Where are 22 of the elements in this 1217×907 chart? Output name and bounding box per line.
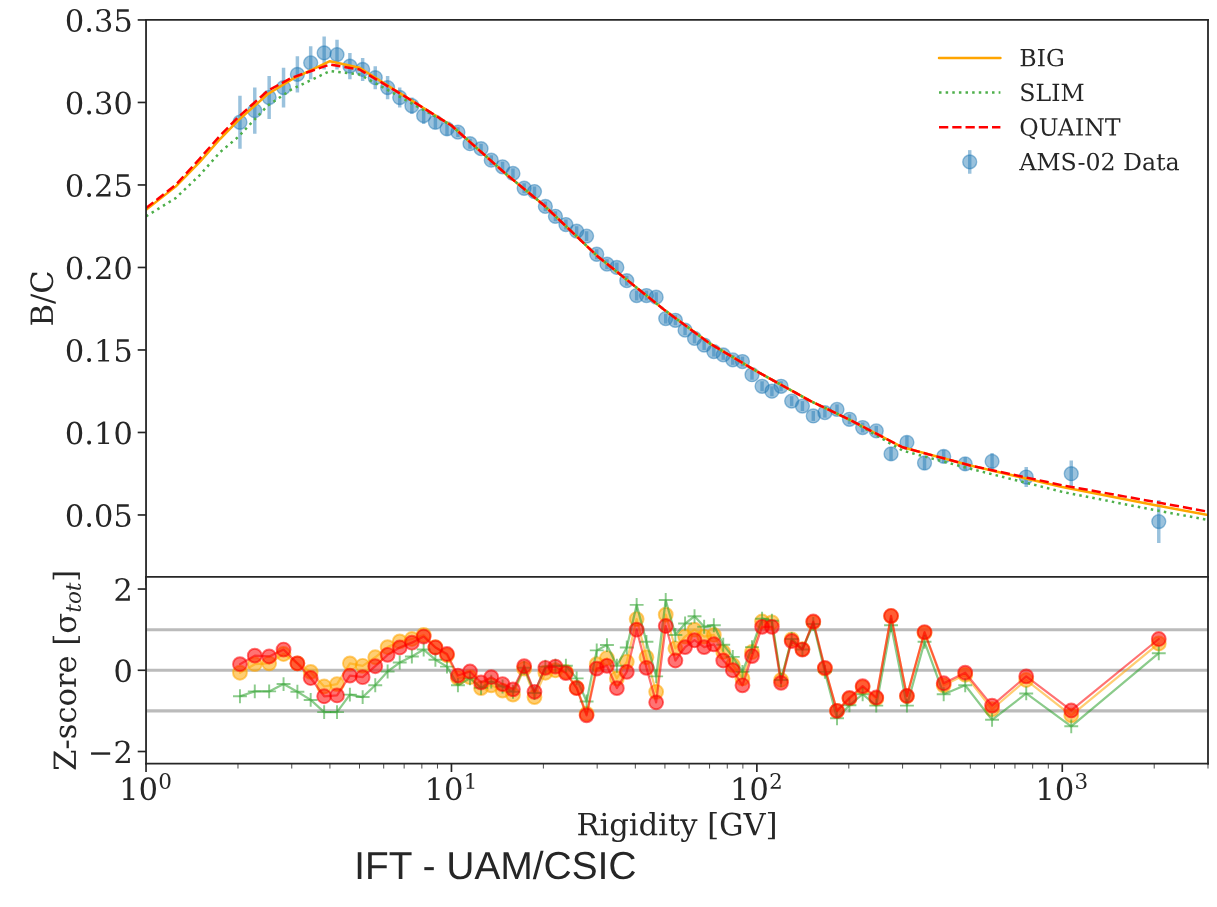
text: IFT - UAM/CSIC — [357, 850, 635, 880]
y-tick-label: 0.05 — [66, 503, 131, 528]
y-tick-label: 0.10 — [66, 421, 131, 445]
x-tick-label: 10$^{0}$ — [122, 772, 171, 801]
legend-label: QUAINT — [1020, 118, 1121, 140]
y-tick-label: 0.25 — [66, 173, 131, 197]
y-tick-label: 0.20 — [66, 256, 131, 280]
y-tick-label: 0.30 — [66, 91, 131, 115]
x-tick-label: 10$^{2}$ — [733, 772, 781, 801]
y-tick-label: −2 — [91, 740, 130, 764]
y-axis-title: B/C — [30, 272, 56, 325]
legend-label: AMS-02 Data — [1019, 152, 1179, 171]
x-tick-label: 10$^{1}$ — [428, 772, 475, 801]
y-tick-label: 0.15 — [66, 338, 131, 363]
y-tick-label: 0 — [115, 659, 131, 683]
legend-label: SLIM — [1021, 83, 1084, 102]
y-axis-title: Z-score [σ$_{tot}$] — [52, 572, 81, 770]
y-tick-label: 2 — [115, 577, 130, 601]
x-tick-label: 10$^{3}$ — [1039, 772, 1087, 801]
y-tick-label: 0.35 — [66, 8, 131, 32]
legend-label: BIG — [1020, 48, 1063, 67]
x-axis-title: Rigidity [GV] — [578, 812, 775, 843]
